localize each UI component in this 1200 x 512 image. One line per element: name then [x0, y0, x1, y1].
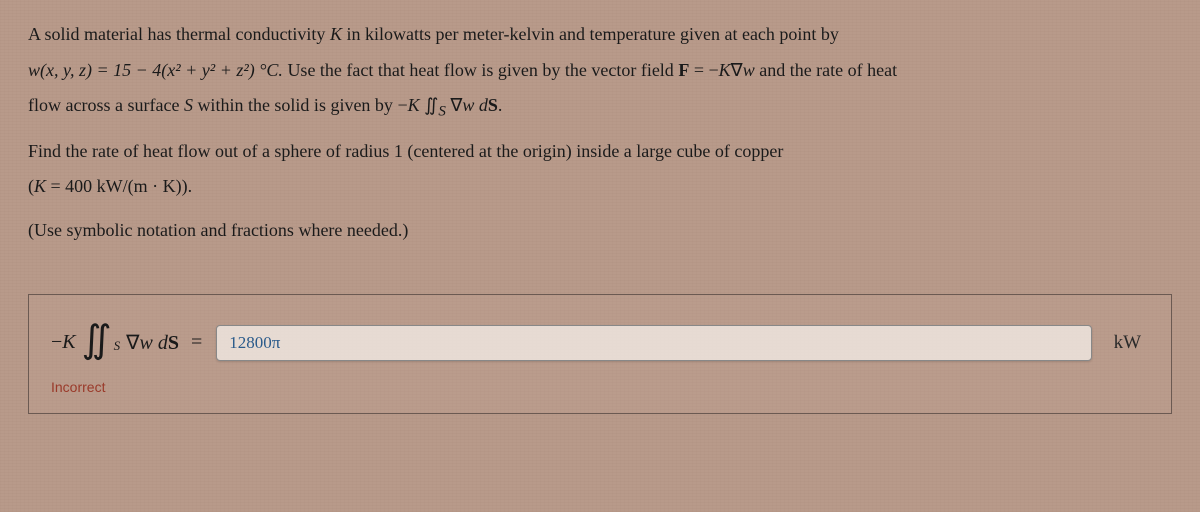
double-integral-icon: ∬: [82, 327, 112, 354]
answer-container: −K ∬ S ∇w dS = 12800π kW Incorrect: [28, 294, 1172, 414]
text: A solid material has thermal conductivit…: [28, 24, 330, 44]
problem-line-3: flow across a surface S within the solid…: [28, 91, 1172, 124]
answer-unit: kW: [1106, 332, 1149, 354]
answer-lhs: −K ∬ S ∇w dS =: [51, 329, 202, 356]
problem-line-4: Find the rate of heat flow out of a sphe…: [28, 137, 1172, 167]
var-K: K: [330, 24, 342, 44]
text: flow across a surface: [28, 95, 184, 115]
text: within the solid is given by: [193, 95, 398, 115]
text: in kilowatts per meter-kelvin and temper…: [342, 24, 839, 44]
problem-line-5: (K = 400 kW/(m · K)).: [28, 172, 1172, 202]
minus-K: −K: [51, 331, 76, 354]
problem-hint: (Use symbolic notation and fractions whe…: [28, 216, 1172, 246]
feedback-label: Incorrect: [51, 379, 1149, 395]
integral-bound: S: [114, 338, 121, 354]
problem-line-2: w(x, y, z) = 15 − 4(x² + y² + z²) °C. Us…: [28, 56, 1172, 86]
equals: =: [191, 331, 202, 354]
text: and the rate of heat: [755, 60, 897, 80]
answer-value: 12800π: [229, 333, 280, 353]
answer-input[interactable]: 12800π: [216, 325, 1091, 361]
text: Use the fact that heat flow is given by …: [283, 60, 678, 80]
problem-line-1: A solid material has thermal conductivit…: [28, 20, 1172, 50]
integrand: ∇w dS: [126, 330, 179, 355]
flux-expr: −K ∬S ∇w dS.: [397, 95, 502, 115]
equation-F: F = −K∇w: [678, 60, 754, 80]
answer-row: −K ∬ S ∇w dS = 12800π kW: [51, 325, 1149, 361]
equation-w: w(x, y, z) = 15 − 4(x² + y² + z²) °C.: [28, 60, 283, 80]
problem-statement: A solid material has thermal conductivit…: [28, 20, 1172, 246]
var-S: S: [184, 95, 193, 115]
